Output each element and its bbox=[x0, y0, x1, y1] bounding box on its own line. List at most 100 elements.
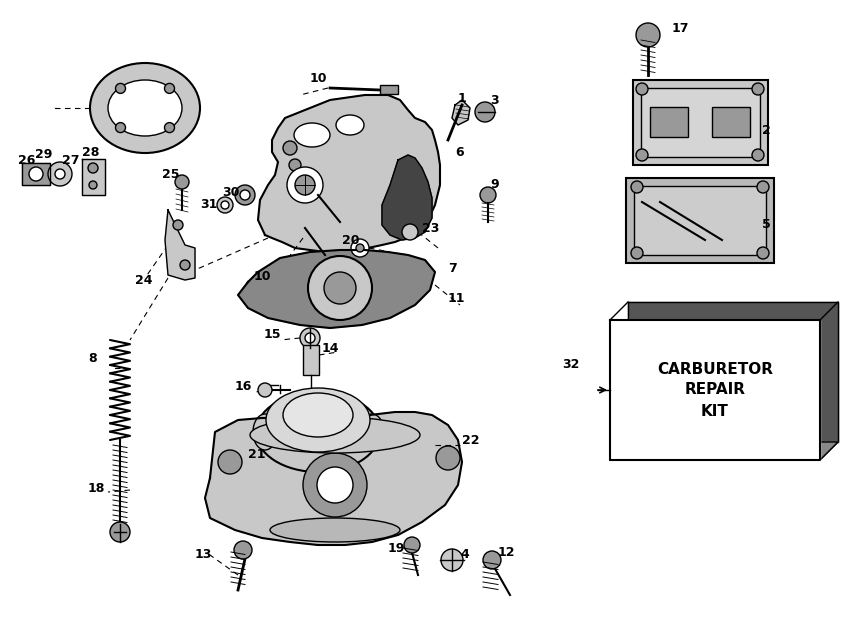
Circle shape bbox=[308, 256, 372, 320]
Circle shape bbox=[636, 83, 648, 95]
Circle shape bbox=[287, 167, 323, 203]
Ellipse shape bbox=[256, 392, 380, 472]
Circle shape bbox=[258, 383, 272, 397]
Circle shape bbox=[165, 123, 174, 132]
Circle shape bbox=[55, 169, 65, 179]
Circle shape bbox=[300, 328, 320, 348]
Circle shape bbox=[180, 260, 190, 270]
Circle shape bbox=[110, 522, 130, 542]
Text: 26: 26 bbox=[18, 153, 36, 167]
Text: 13: 13 bbox=[195, 548, 212, 562]
Text: 18: 18 bbox=[88, 481, 105, 495]
Text: 16: 16 bbox=[235, 380, 252, 392]
Text: 9: 9 bbox=[490, 179, 499, 191]
Text: 5: 5 bbox=[762, 219, 771, 232]
Circle shape bbox=[480, 187, 496, 203]
Text: 10: 10 bbox=[310, 71, 327, 85]
Text: 11: 11 bbox=[448, 291, 466, 305]
Text: 30: 30 bbox=[222, 186, 240, 198]
Ellipse shape bbox=[270, 518, 400, 542]
Text: 27: 27 bbox=[62, 153, 80, 167]
Bar bbox=[626, 178, 774, 263]
Circle shape bbox=[636, 149, 648, 161]
Polygon shape bbox=[22, 163, 50, 185]
Circle shape bbox=[324, 272, 356, 304]
Circle shape bbox=[88, 163, 98, 173]
Polygon shape bbox=[610, 320, 820, 460]
Circle shape bbox=[295, 175, 315, 195]
Text: 25: 25 bbox=[162, 169, 179, 181]
Circle shape bbox=[305, 333, 315, 343]
Ellipse shape bbox=[283, 393, 353, 437]
Circle shape bbox=[441, 549, 463, 571]
Ellipse shape bbox=[360, 414, 384, 450]
Text: 8: 8 bbox=[88, 352, 97, 364]
Circle shape bbox=[317, 467, 353, 503]
Polygon shape bbox=[82, 159, 105, 195]
Text: 15: 15 bbox=[264, 328, 281, 340]
Circle shape bbox=[436, 446, 460, 470]
Ellipse shape bbox=[250, 417, 420, 453]
Polygon shape bbox=[610, 442, 838, 460]
Bar bbox=[712, 107, 750, 137]
Circle shape bbox=[631, 247, 643, 259]
Circle shape bbox=[89, 181, 97, 189]
Circle shape bbox=[297, 173, 307, 183]
Ellipse shape bbox=[253, 414, 277, 450]
Polygon shape bbox=[238, 250, 435, 328]
Text: 1: 1 bbox=[458, 92, 467, 104]
Text: 28: 28 bbox=[82, 146, 99, 160]
Text: 22: 22 bbox=[462, 434, 479, 446]
Text: 31: 31 bbox=[200, 198, 218, 212]
Text: 7: 7 bbox=[448, 261, 456, 275]
Text: 20: 20 bbox=[342, 233, 360, 247]
Circle shape bbox=[404, 537, 420, 553]
Text: 6: 6 bbox=[455, 146, 463, 158]
Ellipse shape bbox=[266, 388, 370, 452]
Circle shape bbox=[356, 244, 364, 252]
Circle shape bbox=[175, 175, 189, 189]
Polygon shape bbox=[382, 155, 432, 240]
Ellipse shape bbox=[90, 63, 200, 153]
Text: 32: 32 bbox=[562, 359, 580, 371]
Text: 23: 23 bbox=[422, 221, 439, 235]
Circle shape bbox=[757, 247, 769, 259]
Circle shape bbox=[29, 167, 43, 181]
Polygon shape bbox=[258, 95, 440, 252]
Text: 2: 2 bbox=[762, 123, 771, 137]
Circle shape bbox=[483, 551, 501, 569]
Circle shape bbox=[752, 149, 764, 161]
Bar bbox=[634, 186, 766, 255]
Circle shape bbox=[218, 450, 242, 474]
Ellipse shape bbox=[294, 123, 330, 147]
Text: 3: 3 bbox=[490, 93, 499, 106]
Circle shape bbox=[752, 83, 764, 95]
Circle shape bbox=[165, 83, 174, 93]
Text: 12: 12 bbox=[498, 546, 515, 558]
Text: 19: 19 bbox=[388, 541, 405, 555]
Text: 10: 10 bbox=[254, 270, 271, 282]
Text: CARBURETOR
REPAIR
KIT: CARBURETOR REPAIR KIT bbox=[657, 361, 773, 418]
Text: 17: 17 bbox=[672, 22, 689, 34]
Text: 21: 21 bbox=[248, 448, 265, 462]
Circle shape bbox=[636, 23, 660, 47]
Circle shape bbox=[631, 181, 643, 193]
Bar bbox=[650, 107, 688, 137]
Ellipse shape bbox=[336, 115, 364, 135]
Polygon shape bbox=[205, 412, 462, 545]
Circle shape bbox=[173, 220, 183, 230]
Bar bbox=[641, 88, 760, 157]
Circle shape bbox=[757, 181, 769, 193]
Circle shape bbox=[240, 190, 250, 200]
Text: 29: 29 bbox=[35, 148, 53, 162]
Circle shape bbox=[221, 201, 229, 209]
Text: 24: 24 bbox=[135, 273, 152, 286]
Circle shape bbox=[217, 197, 233, 213]
Circle shape bbox=[351, 239, 369, 257]
Polygon shape bbox=[628, 302, 838, 442]
Circle shape bbox=[48, 162, 72, 186]
Polygon shape bbox=[165, 210, 195, 280]
Ellipse shape bbox=[108, 80, 182, 136]
Circle shape bbox=[235, 185, 255, 205]
Circle shape bbox=[116, 83, 126, 93]
